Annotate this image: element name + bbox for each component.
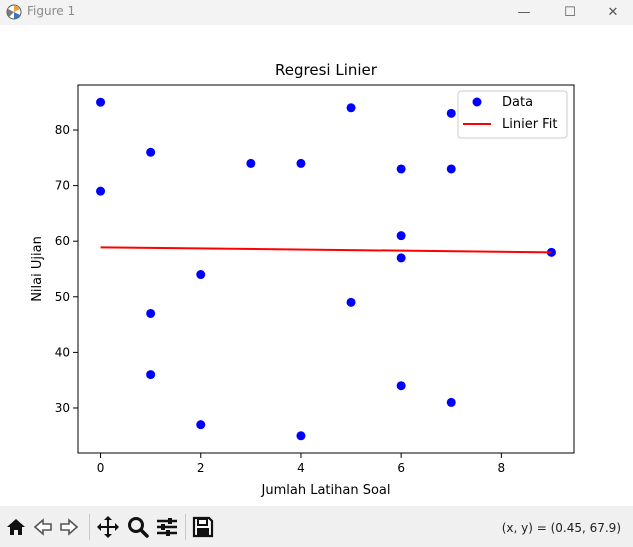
data-point [396,164,406,174]
data-point [396,381,406,391]
close-button[interactable]: ✕ [607,5,619,20]
data-point [196,420,206,430]
x-axis-label: Jumlah Latihan Soal [261,483,391,498]
data-point [146,370,156,380]
data-point [296,431,306,441]
forward-button[interactable] [57,515,81,539]
data-point [396,253,406,263]
back-icon [33,518,52,536]
x-tick-label: 2 [197,461,205,475]
x-tick-label: 4 [297,461,305,475]
x-tick-label: 6 [397,461,405,475]
data-point [196,270,206,280]
x-tick-label: 8 [498,461,506,475]
cursor-coordinates: (x, y) = (0.45, 67.9) [501,521,621,535]
pan-button[interactable] [96,515,120,539]
legend-box [457,90,568,139]
plot-area [77,84,575,454]
matplotlib-app-icon [6,4,22,20]
toolbar-separator [89,514,90,540]
home-button[interactable] [4,515,28,539]
data-point [146,147,156,157]
navigation-toolbar: (x, y) = (0.45, 67.9) [0,506,633,547]
legend-label: Data [502,95,533,110]
save-button[interactable] [191,515,215,539]
data-point [446,164,456,174]
chart-title: Regresi Linier [275,61,378,79]
pan-icon [97,516,119,538]
data-point [246,158,256,168]
zoom-button[interactable] [126,515,150,539]
forward-icon [60,518,79,536]
configure-subplots-icon [157,518,177,536]
legend-marker-data [472,97,482,107]
x-tick-label: 0 [97,461,105,475]
data-point [96,186,106,196]
y-axis-label: Nilai Ujian [30,236,45,302]
minimize-button[interactable]: — [517,5,531,20]
data-point [146,308,156,318]
data-point [346,103,356,113]
window-title: Figure 1 [27,4,76,18]
data-point [96,97,106,107]
scatter-chart: 0 2 4 6 8 30 40 50 60 70 80 Data Linier Fit Regresi… [30,61,575,498]
home-icon [7,519,25,535]
data-point [346,297,356,307]
data-point [296,158,306,168]
y-tick-label: 40 [55,345,70,359]
toolbar-separator [185,514,186,540]
data-point [446,108,456,118]
y-tick-label: 80 [55,123,70,137]
y-tick-label: 30 [55,401,70,415]
data-point [396,231,406,241]
y-tick-label: 60 [55,234,70,248]
maximize-button[interactable]: ☐ [564,5,576,20]
data-point [446,397,456,407]
configure-subplots-button[interactable] [155,515,179,539]
y-tick-label: 50 [55,290,70,304]
fit-line [100,246,552,254]
legend-label: Linier Fit [502,117,557,132]
back-button[interactable] [31,515,55,539]
y-tick-label: 70 [55,179,70,193]
zoom-icon [128,517,149,538]
figure-canvas[interactable]: 0 2 4 6 8 30 40 50 60 70 80 Data Linier Fit Regresi… [0,25,633,506]
save-icon [192,516,214,538]
window-titlebar: Figure 1 — ☐ ✕ [0,0,633,25]
